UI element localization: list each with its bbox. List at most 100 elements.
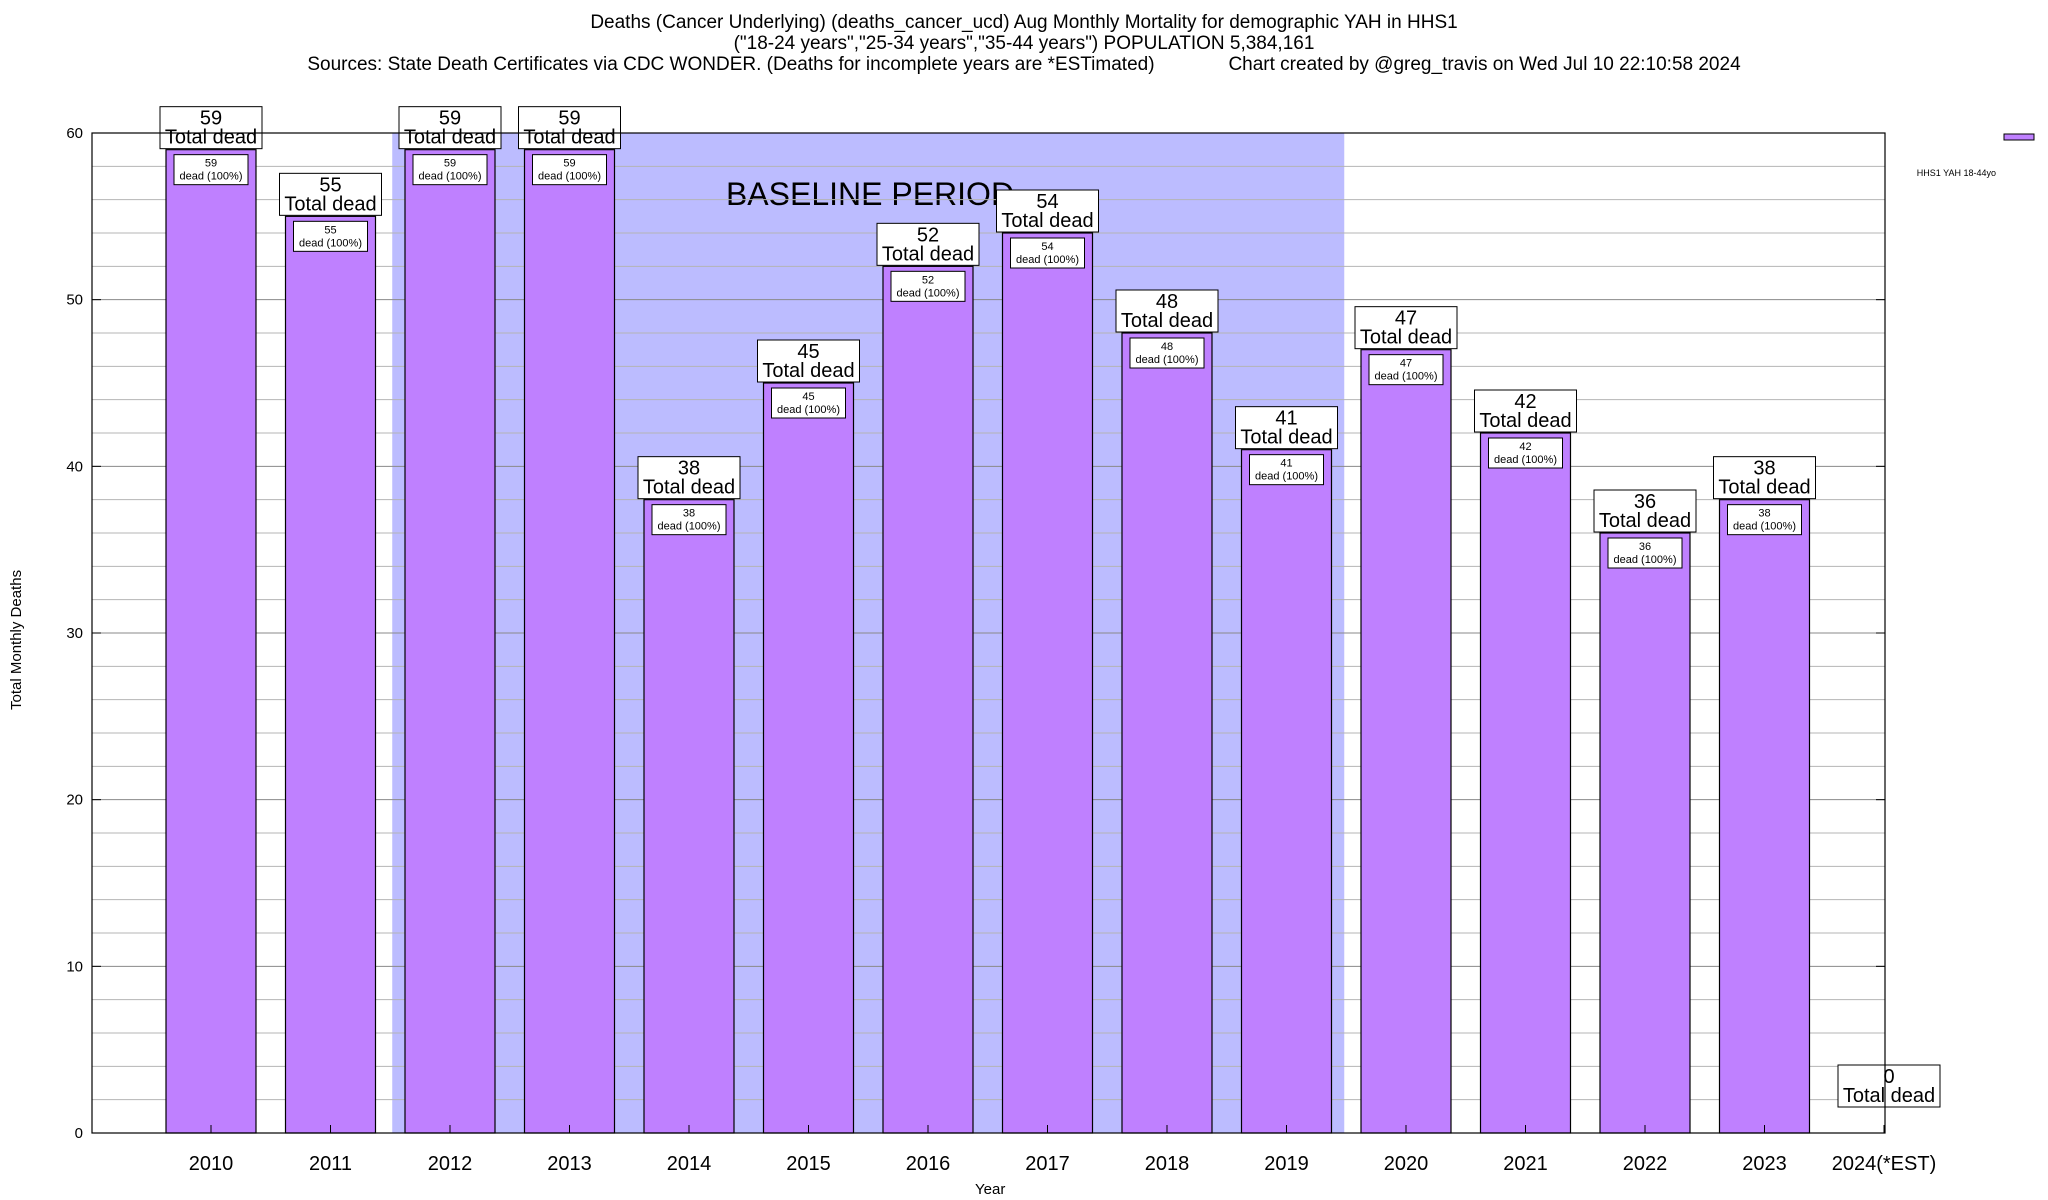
total-label-text-2010: Total dead: [165, 127, 257, 149]
baseline-period-label: BASELINE PERIOD: [726, 176, 1014, 212]
x-tick-label-2014: 2014: [667, 1153, 712, 1175]
total-label-box-2015: [757, 339, 860, 383]
bar-2023: [1718, 499, 1811, 1134]
x-tick-label-2010: 2010: [189, 1153, 234, 1175]
total-label-value-2022: 36: [1634, 491, 1656, 513]
total-label-value-2021: 42: [1514, 391, 1536, 413]
inner-label-value-2018: 48: [1161, 341, 1173, 353]
total-label-text-2018: Total dead: [1121, 310, 1213, 332]
inner-label-text-2023: dead (100%): [1733, 521, 1796, 533]
total-label-text-2013: Total dead: [523, 127, 615, 149]
inner-label-value-2016: 52: [922, 274, 934, 286]
x-tick-label-2019: 2019: [1264, 1153, 1309, 1175]
inner-label-box-2022: [1607, 537, 1683, 569]
inner-label-value-2023: 38: [1758, 508, 1770, 520]
inner-label-value-2019: 41: [1280, 458, 1292, 470]
plot-frame: [91, 132, 1886, 1134]
inner-label-text-2022: dead (100%): [1614, 554, 1677, 566]
x-tick-label-2012: 2012: [428, 1153, 473, 1175]
inner-label-box-2012: [412, 154, 488, 186]
y-axis-label: Total Monthly Deaths: [8, 569, 25, 710]
y-tick-label-30: 30: [66, 625, 83, 642]
bar-2018: [1121, 332, 1213, 1134]
y-tick-label-60: 60: [66, 125, 83, 142]
inner-label-box-2021: [1488, 437, 1563, 469]
chart-title-line-3: Sources: State Death Certificates via CD…: [307, 54, 1741, 75]
inner-label-value-2020: 47: [1400, 358, 1412, 370]
total-label-box-2022: [1593, 489, 1697, 533]
bar-2013: [523, 149, 616, 1134]
inner-label-value-2013: 59: [563, 158, 575, 170]
bar-2016: [882, 265, 974, 1134]
inner-label-text-2014: dead (100%): [658, 521, 721, 533]
inner-label-box-2013: [532, 154, 607, 186]
chart-title-line-1: Deaths (Cancer Underlying) (deaths_cance…: [590, 12, 1458, 33]
inner-label-value-2017: 54: [1041, 241, 1053, 253]
total-label-value-2019: 41: [1275, 408, 1297, 430]
inner-label-box-2010: [173, 154, 249, 186]
bar-2020: [1360, 349, 1452, 1134]
y-tick-label-10: 10: [66, 958, 83, 975]
total-label-box-2012: [398, 106, 502, 150]
x-tick-label-2022: 2022: [1623, 1153, 1668, 1175]
inner-label-value-2022: 36: [1639, 541, 1651, 553]
y-tick-label-0: 0: [75, 1125, 83, 1142]
y-tick-label-50: 50: [66, 292, 83, 309]
x-tick-label-2023: 2023: [1742, 1153, 1787, 1175]
total-label-box-2017: [996, 189, 1099, 233]
inner-label-box-2016: [890, 270, 966, 302]
bar-2012: [404, 149, 496, 1134]
total-label-text-2014: Total dead: [643, 477, 735, 499]
total-label-box-2014: [637, 456, 741, 500]
total-label-text-2012: Total dead: [404, 127, 496, 149]
inner-label-text-2018: dead (100%): [1136, 354, 1199, 366]
inner-label-text-2021: dead (100%): [1494, 454, 1557, 466]
inner-label-value-2012: 59: [444, 158, 456, 170]
bar-2021: [1479, 432, 1572, 1134]
bar-2017: [1001, 232, 1094, 1134]
inner-label-value-2021: 42: [1519, 441, 1531, 453]
inner-label-text-2017: dead (100%): [1016, 254, 1079, 266]
total-label-text-2015: Total dead: [762, 360, 854, 382]
total-label-value-2023: 38: [1753, 458, 1775, 480]
inner-label-box-2017: [1010, 237, 1085, 269]
bar-2019: [1240, 449, 1333, 1134]
bar-2014: [643, 499, 735, 1134]
legend-swatch: [2003, 133, 2035, 141]
x-tick-label-2020: 2020: [1384, 1153, 1429, 1175]
inner-label-text-2015: dead (100%): [777, 404, 840, 416]
total-label-value-2018: 48: [1156, 291, 1178, 313]
total-label-box-2023: [1713, 456, 1816, 500]
legend-label: HHS1 YAH 18-44yo: [1917, 168, 1996, 178]
inner-label-text-2020: dead (100%): [1375, 371, 1438, 383]
bar-2015: [762, 382, 855, 1134]
bar-2010: [165, 149, 257, 1134]
y-tick-label-40: 40: [66, 458, 83, 475]
chart-title: Deaths (Cancer Underlying) (deaths_cance…: [0, 12, 2048, 75]
total-label-box-2016: [876, 222, 980, 266]
x-tick-label-2018: 2018: [1145, 1153, 1190, 1175]
total-label-text-2020: Total dead: [1360, 327, 1452, 349]
total-label-text-2019: Total dead: [1240, 427, 1332, 449]
total-label-value-2012: 59: [439, 108, 461, 130]
inner-label-box-2014: [651, 504, 727, 536]
chart-title-line-2: ("18-24 years","25-34 years","35-44 year…: [733, 33, 1315, 54]
x-tick-label-2024(*EST): 2024(*EST): [1832, 1153, 1937, 1175]
total-label-box-2020: [1354, 306, 1458, 350]
inner-label-text-2016: dead (100%): [897, 287, 960, 299]
total-label-value-2011: 55: [319, 174, 341, 196]
total-label-value-2014: 38: [678, 458, 700, 480]
inner-label-value-2010: 59: [205, 158, 217, 170]
inner-label-text-2019: dead (100%): [1255, 471, 1318, 483]
total-label-box-2018: [1115, 289, 1219, 333]
total-label-text-2024(*EST): Total dead: [1843, 1085, 1935, 1107]
x-tick-label-2017: 2017: [1025, 1153, 1070, 1175]
inner-label-text-2013: dead (100%): [538, 171, 601, 183]
x-tick-label-2015: 2015: [786, 1153, 831, 1175]
x-tick-label-2013: 2013: [547, 1153, 592, 1175]
total-label-text-2011: Total dead: [284, 193, 376, 215]
total-label-text-2023: Total dead: [1718, 477, 1810, 499]
total-label-box-2010: [159, 106, 263, 150]
inner-label-box-2023: [1727, 504, 1802, 536]
